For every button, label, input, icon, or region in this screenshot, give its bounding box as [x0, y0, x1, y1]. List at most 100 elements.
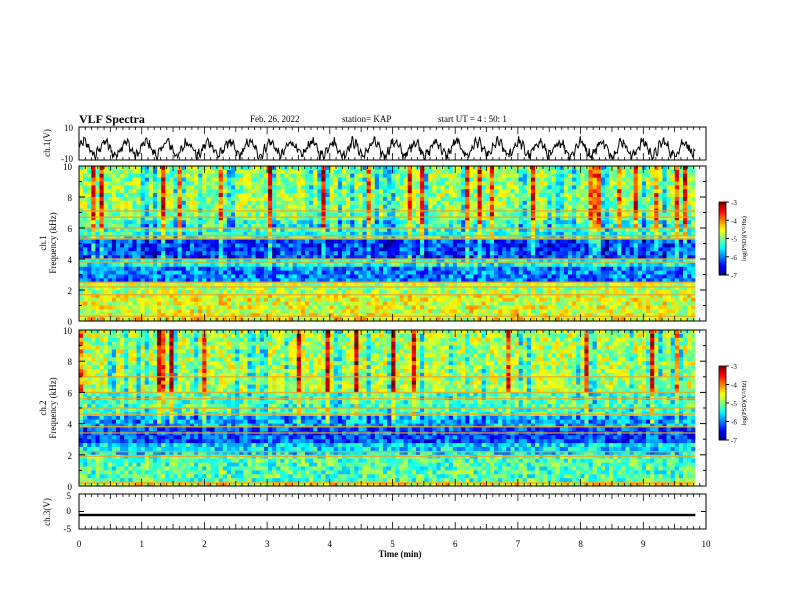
spectrogram-cell [140, 262, 146, 268]
spectrogram-cell [140, 177, 146, 183]
spectrogram-cell [522, 166, 528, 171]
spectrogram-cell [559, 274, 565, 279]
spectrogram-cell [325, 235, 331, 241]
spectrogram-cell [370, 166, 376, 171]
spectrogram-cell [259, 239, 265, 245]
spectrogram-cell [362, 278, 368, 283]
spectrogram-cell [457, 286, 462, 291]
spectrogram-cell [658, 239, 664, 245]
spectrogram-cell [477, 200, 483, 206]
spectrogram-cell [214, 251, 220, 256]
spectrogram-cell [107, 243, 113, 248]
spectrogram-cell [284, 251, 290, 256]
spectrogram-cell [383, 169, 388, 175]
spectrogram-cell [399, 262, 405, 268]
spectrogram-cell [415, 224, 421, 229]
spectrogram-cell [654, 228, 659, 233]
spectrogram-cell [304, 189, 310, 194]
spectrogram-cell [173, 212, 179, 217]
spectrogram-cell [637, 255, 643, 260]
spectrogram-cell [604, 266, 610, 272]
spectrogram-cell [588, 216, 594, 221]
spectrogram-cell [646, 185, 651, 190]
spectrogram-cell [563, 185, 569, 190]
spectrogram-cell [120, 173, 125, 179]
spectrogram-cell [584, 274, 590, 279]
spectrogram-cell [596, 259, 602, 264]
spectrogram-cell [185, 282, 191, 287]
spectrogram-cell [650, 251, 655, 256]
spectrogram-cell [485, 200, 491, 206]
spectrogram-cell [596, 212, 602, 217]
spectrogram-cell [337, 185, 343, 190]
spectrogram-cell [140, 166, 146, 171]
spectrogram-cell [506, 169, 512, 175]
spectrogram-cell [202, 220, 207, 225]
spectrogram-cell [551, 274, 557, 279]
spectrogram-cell [296, 166, 302, 171]
spectrogram-cell [600, 247, 606, 252]
spectrogram-cell [477, 239, 483, 245]
spectrogram-cell [140, 181, 146, 186]
spectrogram-cell [136, 282, 142, 287]
spectrogram-cell [309, 212, 314, 217]
spectrogram-cell [115, 270, 121, 276]
spectrogram-cell [576, 181, 581, 186]
spectrogram-cell [132, 255, 138, 260]
spectrogram-cell [391, 193, 396, 198]
spectrogram-cell [547, 231, 553, 237]
spectrogram-cell [185, 216, 191, 221]
spectrogram-cell [518, 220, 524, 225]
spectrogram-cell [95, 286, 101, 291]
spectrogram-cell [403, 243, 409, 248]
spectrogram-cell [687, 216, 692, 221]
spectrogram-cell [678, 224, 684, 229]
spectrogram-cell [346, 181, 351, 186]
spectrogram-cell [169, 177, 175, 183]
spectrogram-cell [465, 274, 470, 279]
spectrogram-cell [469, 282, 475, 287]
spectrogram-cell [448, 216, 454, 221]
spectrogram-cell [485, 169, 491, 175]
spectrogram-cell [629, 204, 635, 210]
spectrogram-cell [210, 177, 216, 183]
spectrogram-cell [485, 216, 491, 221]
spectrogram-cell [580, 255, 585, 260]
spectrogram-cell [535, 259, 540, 264]
spectrogram-cell [202, 204, 207, 210]
spectrogram-cell [284, 200, 290, 206]
spectrogram-cell [432, 220, 438, 225]
spectrogram-cell [654, 235, 659, 241]
spectrogram-cell [231, 235, 236, 241]
spectrogram-cell [539, 259, 544, 264]
spectrogram-cell [502, 266, 507, 272]
spectrogram-cell [654, 197, 659, 202]
spectrogram-cell [325, 259, 331, 264]
spectrogram-cell [420, 239, 425, 245]
spectrogram-cell [617, 278, 622, 283]
spectrogram-cell [144, 278, 150, 283]
spectrogram-cell [152, 212, 158, 217]
spectrogram-cell [259, 181, 265, 186]
spectrogram-cell [132, 185, 138, 190]
spectrogram-cell [263, 166, 269, 171]
spectrogram-cell [239, 189, 244, 194]
spectrogram-cell [383, 200, 388, 206]
spectrogram-cell [502, 278, 507, 283]
spectrogram-cell [374, 185, 380, 190]
spectrogram-cell [218, 282, 224, 287]
spectrogram-cell [559, 224, 565, 229]
spectrogram-cell [341, 228, 347, 233]
spectrogram-cell [222, 259, 228, 264]
spectrogram-cell [613, 239, 618, 245]
spectrogram-cell [103, 166, 109, 171]
spectrogram-cell [263, 193, 269, 198]
spectrogram-cell [403, 185, 409, 190]
spectrogram-cell [259, 247, 265, 252]
spectrogram-cell [181, 251, 187, 256]
spectrogram-cell [136, 189, 142, 194]
spectrogram-cell [272, 282, 277, 287]
spectrogram-cell [670, 173, 676, 179]
spectrogram-cell [407, 193, 413, 198]
spectrogram-cell [518, 169, 524, 175]
